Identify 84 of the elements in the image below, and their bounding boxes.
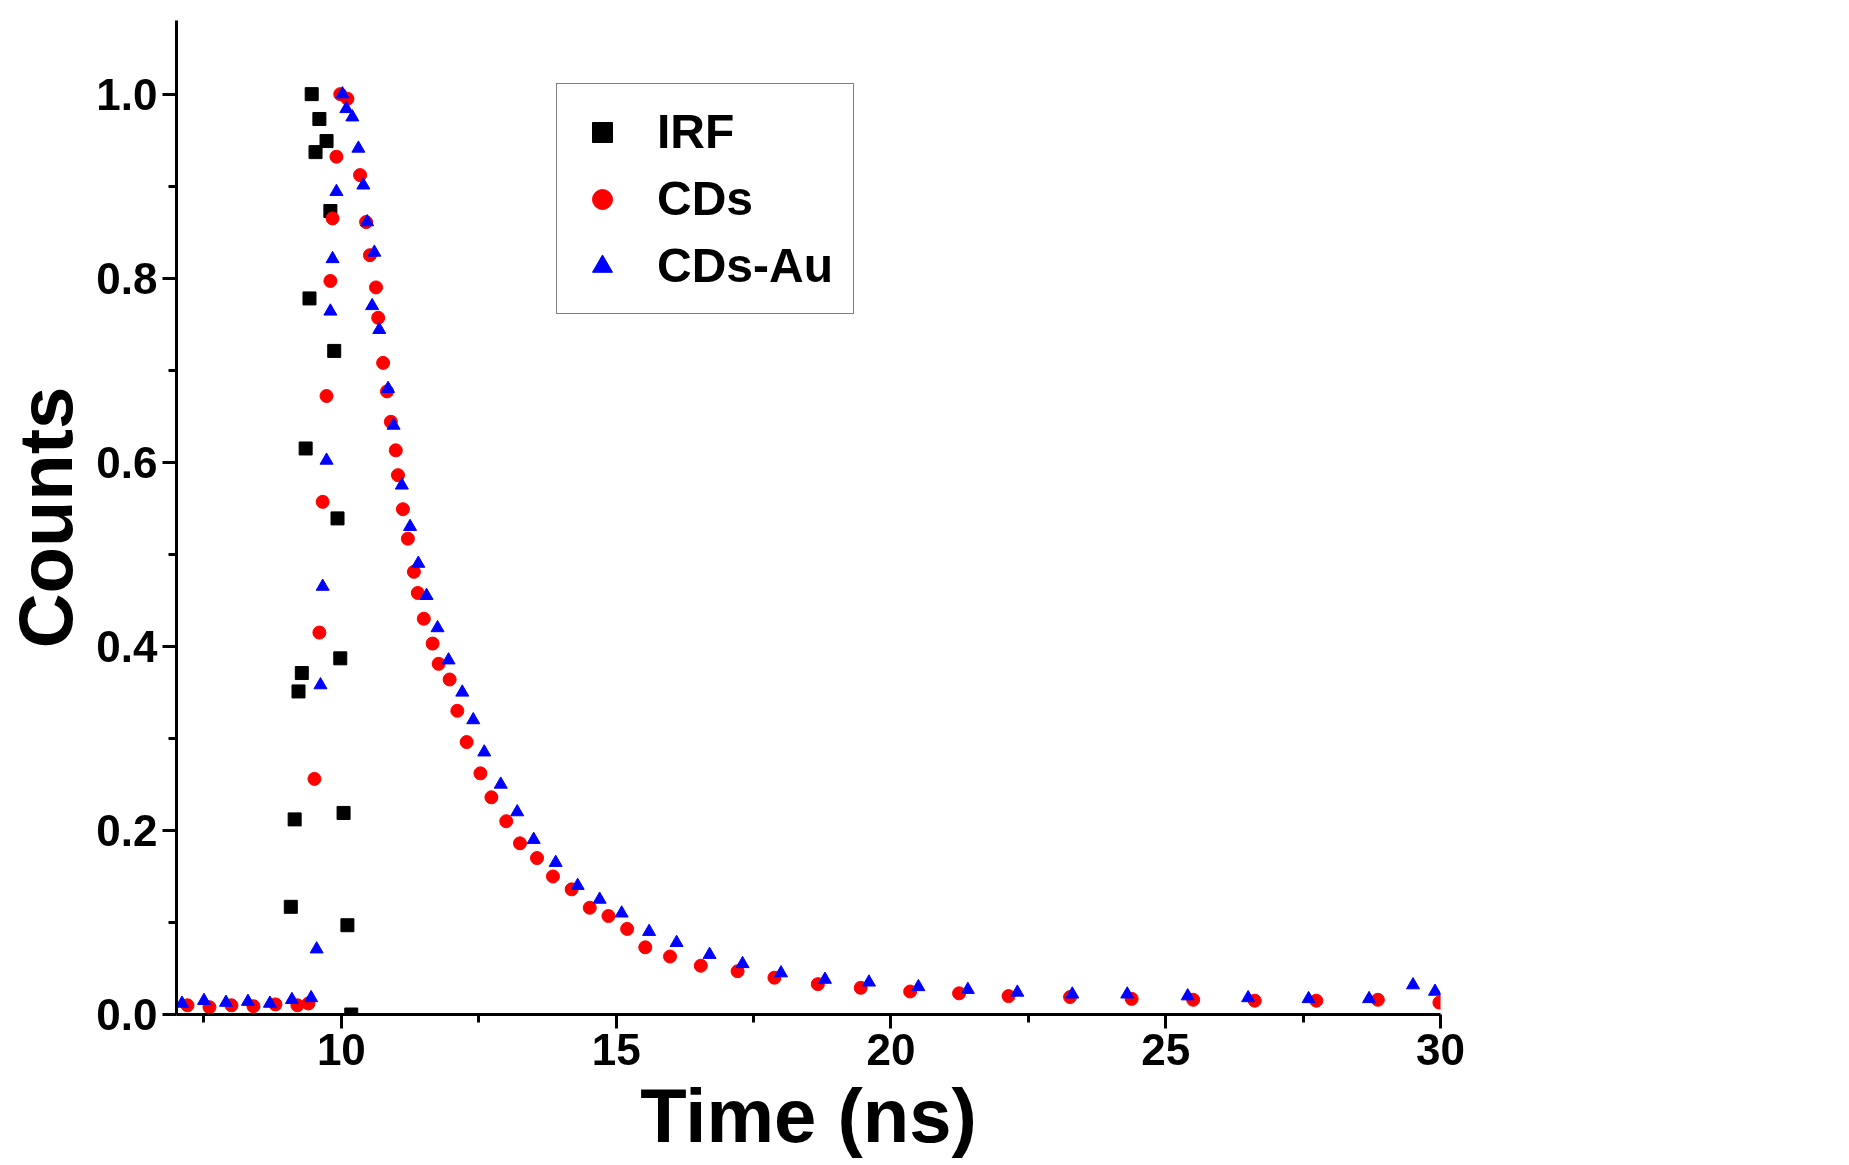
- point: [1065, 986, 1080, 999]
- point: [381, 380, 396, 393]
- point: [394, 477, 409, 490]
- point: [1241, 989, 1256, 1003]
- legend-label: CDs: [657, 171, 754, 226]
- point: [298, 441, 313, 456]
- point: [315, 578, 330, 591]
- point: [510, 804, 525, 817]
- y-tick-label: 0.2: [96, 805, 158, 855]
- point: [774, 965, 789, 978]
- point: [592, 891, 607, 904]
- point: [430, 619, 445, 633]
- point: [323, 303, 338, 316]
- point: [455, 684, 470, 697]
- point: [339, 100, 354, 114]
- x-tick-label: 10: [316, 1024, 366, 1074]
- point: [735, 955, 750, 969]
- point: [614, 905, 629, 918]
- legend-label: IRF: [657, 104, 735, 159]
- point: [570, 877, 585, 890]
- point: [325, 250, 340, 264]
- x-tick-label: 20: [866, 1024, 916, 1074]
- point: [441, 652, 456, 665]
- point: [291, 684, 306, 699]
- y-tick-label: 1.0: [96, 69, 158, 119]
- point: [960, 981, 975, 994]
- point: [319, 452, 334, 465]
- point: [548, 854, 563, 867]
- x-tick-label: 25: [1141, 1024, 1191, 1074]
- legend-label: CDs-Au: [657, 238, 833, 293]
- point: [302, 291, 317, 306]
- x-tick-label: 15: [591, 1024, 641, 1074]
- point: [1406, 977, 1421, 990]
- point: [526, 831, 541, 844]
- point: [911, 978, 926, 992]
- x-tick-label: 30: [1416, 1024, 1465, 1074]
- point: [313, 677, 328, 690]
- y-axis-title: Counts: [3, 386, 89, 649]
- point: [367, 244, 382, 257]
- point: [287, 812, 302, 827]
- point: [327, 343, 342, 358]
- x-axis-title: Time (ns): [640, 1072, 977, 1158]
- point: [1180, 988, 1195, 1001]
- point: [240, 993, 255, 1006]
- point: [1010, 984, 1025, 997]
- point: [345, 109, 360, 122]
- point: [477, 744, 492, 757]
- point: [309, 941, 324, 954]
- point: [218, 994, 233, 1007]
- point: [351, 140, 366, 153]
- point: [330, 511, 345, 526]
- point: [356, 177, 371, 190]
- point: [319, 134, 334, 149]
- point: [283, 899, 298, 914]
- point: [669, 934, 684, 947]
- point: [642, 923, 657, 936]
- point: [1120, 986, 1135, 999]
- y-tick-label: 0.4: [96, 621, 159, 671]
- point: [411, 555, 426, 568]
- point: [1301, 990, 1316, 1004]
- point: [861, 974, 876, 987]
- point: [312, 111, 327, 126]
- point: [372, 321, 387, 334]
- point: [365, 297, 380, 311]
- point: [304, 87, 319, 102]
- y-tick-label: 0.6: [96, 437, 158, 487]
- point: [262, 995, 277, 1008]
- point: [1428, 983, 1441, 996]
- point: [333, 651, 348, 666]
- y-tick-label: 0.8: [96, 253, 158, 303]
- point: [1362, 990, 1377, 1004]
- point: [403, 518, 418, 531]
- point: [304, 989, 319, 1003]
- point: [817, 971, 832, 984]
- point: [466, 711, 481, 725]
- point: [702, 946, 717, 959]
- point: [336, 805, 351, 820]
- point: [284, 991, 299, 1005]
- point: [308, 145, 323, 160]
- point: [419, 587, 434, 600]
- point: [196, 992, 211, 1005]
- point: [329, 183, 344, 196]
- point: [493, 776, 508, 789]
- y-tick-label: 0.0: [96, 990, 158, 1039]
